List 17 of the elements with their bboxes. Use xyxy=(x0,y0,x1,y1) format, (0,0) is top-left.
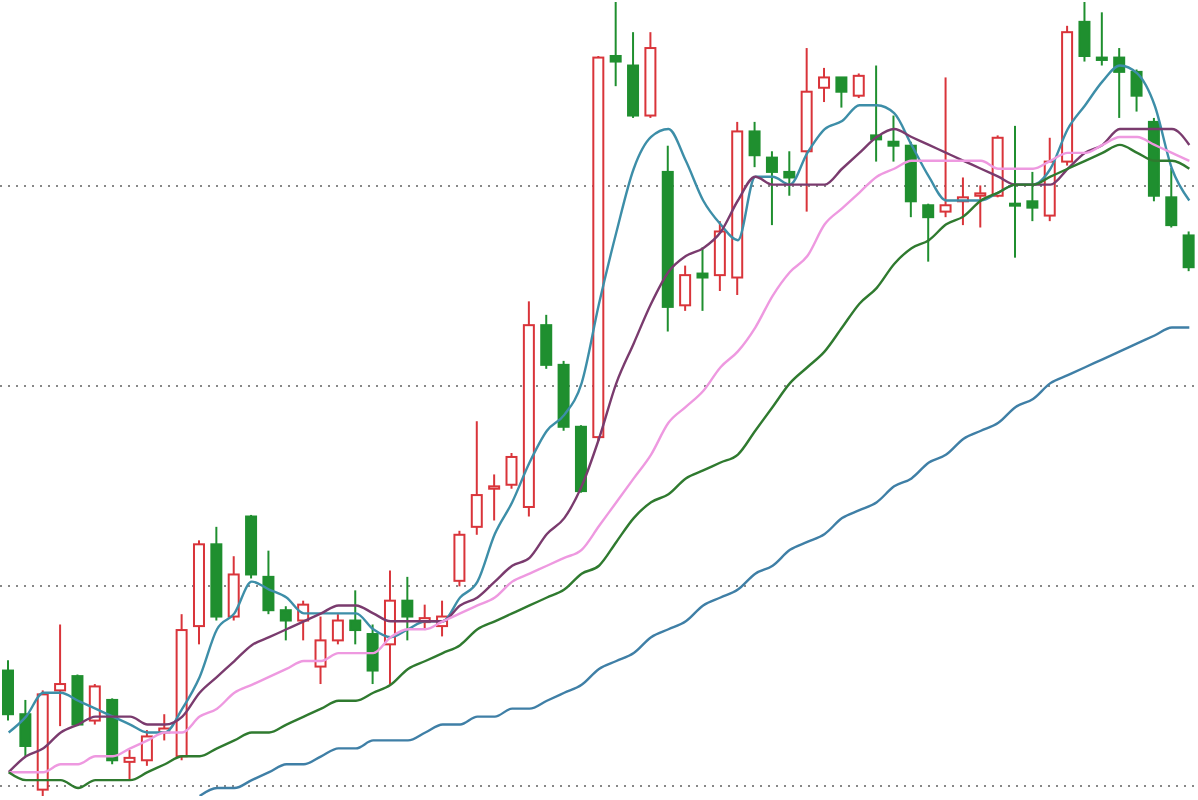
candlestick xyxy=(314,615,327,686)
candlestick xyxy=(800,47,813,213)
candlestick xyxy=(349,589,362,646)
candlestick xyxy=(488,473,501,522)
candlestick xyxy=(1009,124,1022,259)
candlestick xyxy=(54,623,67,728)
candlestick xyxy=(765,150,778,227)
candlestick xyxy=(401,575,414,642)
candlestick xyxy=(609,2,622,88)
candlestick xyxy=(696,246,709,312)
candlestick xyxy=(661,144,674,333)
candlestick xyxy=(1095,11,1108,67)
candlestick xyxy=(783,150,796,197)
candlestick xyxy=(2,659,14,722)
candlestick xyxy=(1078,2,1091,63)
candlestick xyxy=(887,114,900,163)
candlestick xyxy=(522,300,535,518)
